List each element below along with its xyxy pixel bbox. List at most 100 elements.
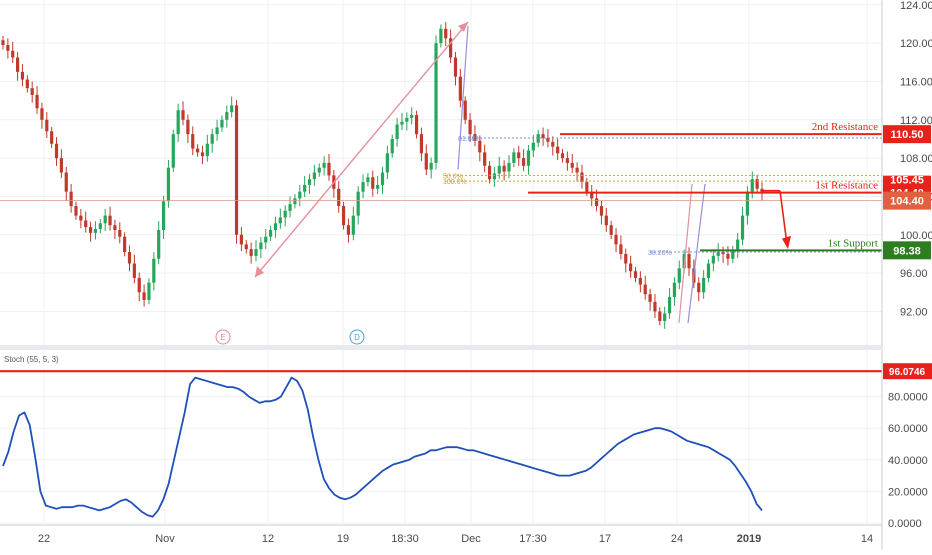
event-marker-icon[interactable] [349,329,365,345]
candle [215,119,219,141]
candle [88,221,93,242]
candle [40,102,44,129]
x-tick-label: 22 [38,533,50,545]
candle [706,259,711,283]
candle [449,29,453,63]
candle [30,81,34,103]
candle [653,294,657,319]
candle [249,242,253,264]
candle [521,149,526,172]
candle [633,266,638,283]
candle [740,206,745,246]
candle [220,115,224,132]
price-tag [883,241,931,260]
event-marker-icon[interactable] [215,329,231,345]
candle [429,157,433,179]
x-tick-label: 14 [861,533,873,545]
candle [736,232,740,258]
osc-y-tick-label: 40.0000 [888,455,928,467]
x-tick-label: 17 [599,533,611,545]
x-tick-label: 17:30 [519,533,547,545]
candle [726,246,730,266]
candle [356,186,360,225]
candle [351,206,355,241]
x-tick-label: Dec [461,533,481,545]
price-panel: 61.80% 50.0%100.0% 38.20% 2nd Resistance 1st… [0,21,882,345]
candle [507,155,511,179]
candle [288,196,292,218]
candle [560,149,565,163]
level-label: 1st Resistance [815,180,878,192]
osc-level-tag [883,363,932,380]
candle [327,154,331,181]
event-marker-label: D [354,333,360,342]
candle [93,221,98,240]
candle [103,209,107,232]
candle [390,134,394,158]
candle [419,127,424,162]
candle [663,306,667,329]
price-tag [883,175,931,185]
candle [580,164,584,189]
osc-y-tick-label: 20.0000 [888,486,928,498]
candle [473,125,477,147]
fib-label: 38.20% [648,250,672,257]
candle [322,156,326,176]
x-tick-label: 2019 [737,533,761,545]
candle [721,246,725,263]
candle [152,252,156,291]
candle [526,144,531,175]
candle [50,126,54,149]
price-tag-text: 110.50 [890,129,923,141]
trend-arrow-up [254,21,469,278]
candle [551,136,555,156]
candle [638,271,642,293]
candle [341,201,346,230]
candle [35,85,39,114]
candle [410,107,414,125]
osc-y-tick-label: 80.0000 [888,392,928,404]
osc-y-tick-label: 0.0000 [888,518,922,530]
candle [161,195,166,239]
candle [317,163,321,177]
candle [59,149,63,178]
price-y-tick-label: 100.00 [900,230,932,242]
oscillator-panel: Stoch (55, 5, 3) [0,355,882,518]
candle [337,181,341,213]
candle [45,112,49,138]
price-tag [883,125,931,144]
candle [400,112,404,131]
candle [254,240,258,262]
candle [541,127,545,146]
candle [570,154,574,174]
price-y-tick-label: 120.00 [900,38,932,50]
candle [268,225,273,242]
candle [395,117,399,147]
candle [517,145,521,166]
candle [132,254,136,284]
fib-label: 50.0% [443,173,463,180]
candle [478,135,482,162]
candle [434,35,438,170]
level-label: 1st Support [828,237,878,249]
price-y-tick-label: 96.00 [900,268,928,280]
candle [25,75,29,93]
candle [259,236,263,259]
current-price-tag [883,191,931,210]
price-tag-text: 98.38 [893,245,921,257]
price-y-tick-label: 124.00 [900,0,932,12]
candle [210,128,214,153]
candle [298,185,302,207]
candle [385,145,389,180]
candle [755,174,759,194]
candle [278,208,282,229]
x-tick-label: Nov [155,533,175,545]
candle [225,105,229,128]
price-tag-text: 105.45 [890,175,924,187]
candle [361,174,365,199]
candle [108,206,112,231]
grid [0,0,882,524]
candle [609,220,613,240]
candle [366,172,370,187]
